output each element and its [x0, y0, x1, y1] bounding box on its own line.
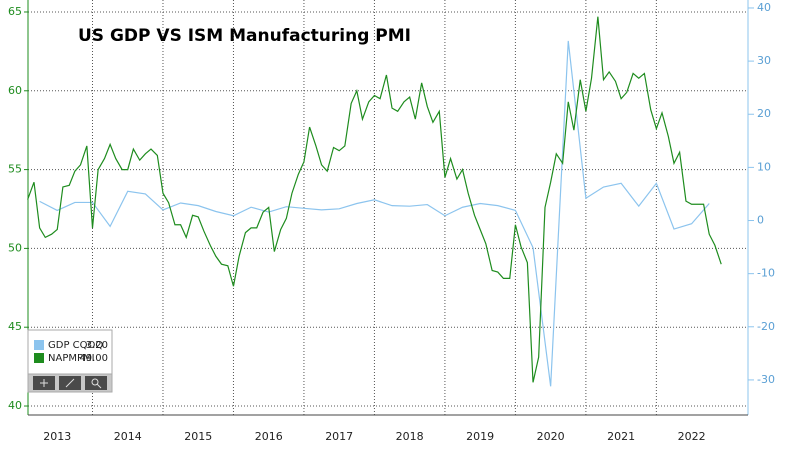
y2-tick-label: -30	[757, 373, 775, 386]
x-tick-label: 2020	[537, 430, 565, 443]
y2-tick-label: 40	[757, 1, 771, 14]
y-tick-label: 55	[8, 163, 22, 176]
legend-value: 49.00	[79, 353, 108, 364]
y2-tick-label: -10	[757, 267, 775, 280]
y2-tick-label: -20	[757, 320, 775, 333]
y2-tick-label: 0	[757, 214, 764, 227]
icon-crosshair	[40, 379, 48, 387]
x-tick-label: 2014	[114, 430, 142, 443]
x-tick-label: 2013	[43, 430, 71, 443]
icon-draw	[65, 378, 75, 388]
toolbar-button[interactable]	[85, 376, 107, 390]
x-tick-label: 2015	[184, 430, 212, 443]
legend-box	[27, 329, 113, 375]
x-tick-label: 2022	[678, 430, 706, 443]
axes: 40 45 50 55 60 65 -30 -20 -10 0 10 20 30 40 2013 2014 20…	[8, 0, 775, 443]
icon-zoom	[96, 383, 102, 389]
x-tick-label: 2017	[325, 430, 353, 443]
y2-tick-label: 20	[757, 107, 771, 120]
lines	[27, 16, 722, 387]
legend-swatch	[34, 340, 44, 350]
x-tick-label: 2018	[396, 430, 424, 443]
legend-value: 3.20	[86, 340, 108, 351]
legend-label: NAPMPMI	[48, 353, 95, 364]
series-line	[39, 40, 710, 387]
legend-swatch	[34, 353, 44, 363]
x-tick-label: 2016	[255, 430, 283, 443]
y2-tick-label: 10	[757, 160, 771, 173]
x-tick-label: 2019	[466, 430, 494, 443]
chart-title: US GDP VS ISM Manufacturing PMI	[78, 26, 411, 46]
icon-zoom	[91, 378, 99, 386]
grid	[28, 0, 748, 415]
y-tick-label: 50	[8, 241, 22, 254]
y-tick-label: 45	[8, 320, 22, 333]
y-tick-label: 40	[8, 399, 22, 412]
y-tick-label: 65	[8, 5, 22, 18]
y-tick-label: 60	[8, 84, 22, 97]
x-tick-label: 2021	[607, 430, 635, 443]
legend-label: GDP CQOQ	[48, 340, 103, 351]
series-line	[27, 16, 722, 383]
y2-tick-label: 30	[757, 54, 771, 67]
